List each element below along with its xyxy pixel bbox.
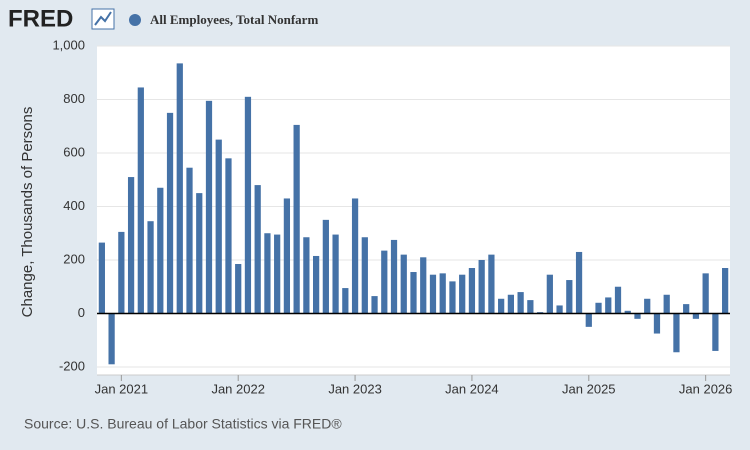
bar bbox=[478, 259, 485, 314]
y-axis-label: Change, Thousands of Persons bbox=[19, 107, 36, 318]
bar bbox=[381, 250, 388, 314]
bar bbox=[702, 273, 709, 314]
bar bbox=[429, 274, 437, 314]
bar bbox=[322, 219, 329, 314]
x-tick-label: Jan 2022 bbox=[211, 381, 265, 396]
bar bbox=[692, 313, 700, 319]
bar bbox=[186, 167, 193, 314]
bar bbox=[634, 313, 641, 319]
bar bbox=[449, 281, 456, 314]
bar bbox=[127, 177, 135, 314]
bar bbox=[215, 139, 222, 314]
y-tick-label: 0 bbox=[78, 305, 85, 320]
bar bbox=[264, 233, 271, 314]
bar bbox=[342, 288, 349, 314]
y-tick-label: 800 bbox=[63, 91, 85, 106]
bar bbox=[683, 304, 690, 314]
bar bbox=[283, 198, 291, 314]
bar bbox=[351, 198, 359, 314]
bar bbox=[566, 280, 573, 314]
source: Source: U.S. Bureau of Labor Statistics … bbox=[24, 416, 342, 432]
bar bbox=[371, 296, 378, 314]
bar bbox=[410, 272, 417, 314]
bar bbox=[157, 187, 164, 314]
bar bbox=[390, 239, 398, 314]
logo-icon bbox=[91, 8, 115, 30]
bar bbox=[556, 305, 563, 314]
bar bbox=[488, 254, 495, 314]
x-tick-label: Jan 2026 bbox=[679, 381, 733, 396]
bar bbox=[722, 268, 729, 314]
bar bbox=[400, 254, 407, 314]
y-tick-label: 600 bbox=[63, 144, 85, 159]
bar bbox=[225, 158, 232, 314]
x-tick-label: Jan 2021 bbox=[95, 381, 149, 396]
x-tick-label: Jan 2025 bbox=[562, 381, 616, 396]
bar bbox=[575, 251, 583, 314]
legend-marker bbox=[129, 14, 141, 26]
bar bbox=[98, 242, 105, 314]
bar bbox=[303, 237, 310, 314]
bar bbox=[118, 231, 125, 314]
x-tick-label: Jan 2024 bbox=[445, 381, 499, 396]
legend-label: All Employees, Total Nonfarm bbox=[150, 12, 318, 27]
bar bbox=[507, 294, 515, 314]
bar bbox=[235, 263, 242, 314]
y-tick-label: -200 bbox=[59, 358, 85, 373]
bar bbox=[595, 302, 602, 314]
bar bbox=[527, 300, 534, 314]
bar bbox=[166, 112, 174, 314]
logo: FRED bbox=[8, 5, 73, 32]
y-tick-label: 400 bbox=[63, 198, 85, 213]
bar bbox=[517, 292, 524, 314]
bar bbox=[644, 298, 651, 314]
bar bbox=[585, 313, 592, 327]
bar bbox=[293, 124, 300, 314]
bar bbox=[663, 294, 670, 314]
bar bbox=[420, 257, 427, 314]
bar bbox=[624, 310, 631, 314]
bar bbox=[196, 193, 203, 314]
y-tick-label: 1,000 bbox=[52, 37, 85, 52]
bar bbox=[361, 237, 368, 314]
bar bbox=[605, 297, 612, 314]
bar bbox=[498, 298, 505, 314]
bar bbox=[673, 313, 680, 353]
bar bbox=[254, 185, 261, 314]
y-tick-label: 200 bbox=[63, 251, 85, 266]
bar bbox=[546, 274, 553, 314]
bar bbox=[712, 313, 719, 351]
bar bbox=[108, 313, 115, 365]
bar bbox=[439, 273, 446, 314]
bar bbox=[205, 100, 213, 314]
bar bbox=[244, 96, 252, 314]
bar bbox=[459, 274, 466, 314]
plot-area bbox=[97, 46, 730, 375]
bar bbox=[147, 221, 154, 314]
bar bbox=[653, 313, 661, 334]
x-tick-label: Jan 2023 bbox=[328, 381, 382, 396]
bar bbox=[137, 87, 144, 314]
bar bbox=[614, 286, 622, 314]
bar bbox=[468, 268, 476, 314]
bar bbox=[274, 234, 281, 314]
bar bbox=[332, 234, 339, 314]
bar bbox=[176, 63, 183, 314]
bar bbox=[312, 255, 320, 314]
